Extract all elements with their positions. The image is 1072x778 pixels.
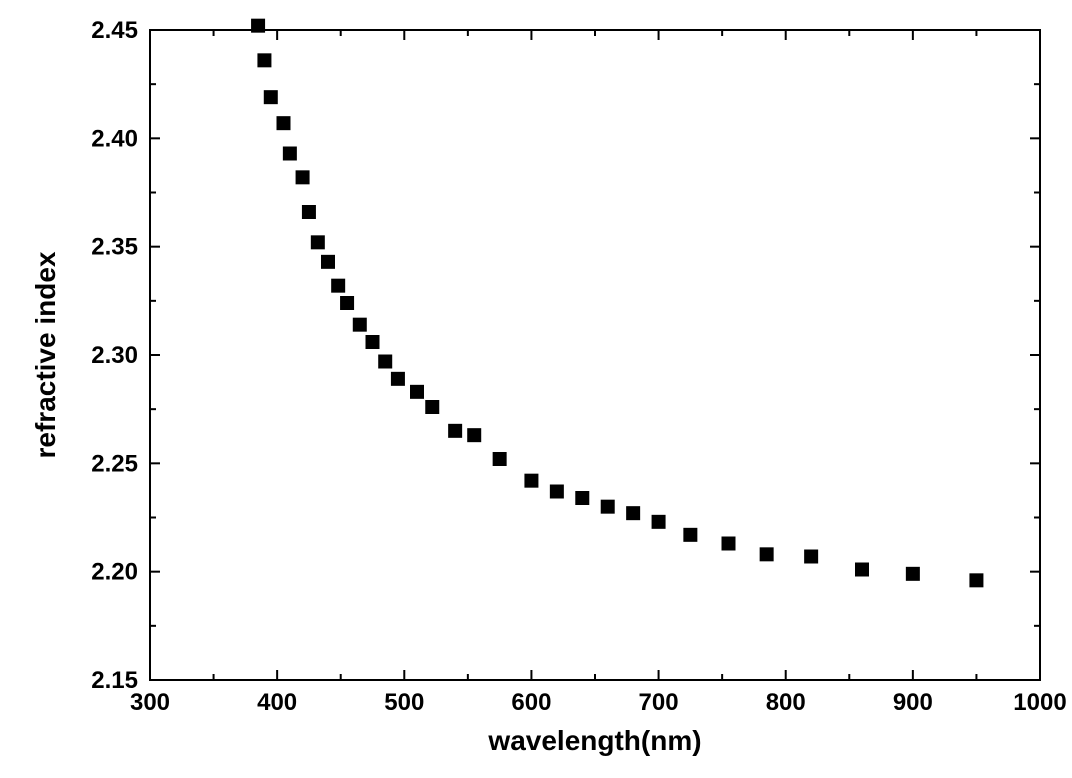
data-point xyxy=(652,515,666,529)
data-point xyxy=(626,506,640,520)
data-point xyxy=(601,500,615,514)
data-point xyxy=(760,547,774,561)
x-axis-label: wavelength(nm) xyxy=(487,725,701,756)
data-point xyxy=(296,170,310,184)
data-point xyxy=(391,372,405,386)
data-point xyxy=(425,400,439,414)
data-point xyxy=(493,452,507,466)
x-tick-label: 800 xyxy=(766,689,806,716)
y-tick-label: 2.30 xyxy=(91,342,138,369)
data-point xyxy=(302,205,316,219)
data-point xyxy=(340,296,354,310)
y-tick-label: 2.15 xyxy=(91,667,138,694)
x-tick-label: 900 xyxy=(893,689,933,716)
x-tick-label: 400 xyxy=(257,689,297,716)
y-tick-label: 2.20 xyxy=(91,559,138,586)
x-tick-label: 700 xyxy=(639,689,679,716)
data-point xyxy=(410,385,424,399)
y-tick-label: 2.35 xyxy=(91,234,138,261)
data-point xyxy=(683,528,697,542)
data-point xyxy=(353,318,367,332)
data-point xyxy=(804,550,818,564)
scatter-chart: 30040050060070080090010002.152.202.252.3… xyxy=(0,0,1072,778)
y-tick-label: 2.25 xyxy=(91,450,138,477)
data-point xyxy=(264,90,278,104)
data-point xyxy=(257,53,271,67)
data-point xyxy=(906,567,920,581)
x-tick-label: 1000 xyxy=(1013,689,1066,716)
data-point xyxy=(969,573,983,587)
data-point xyxy=(366,335,380,349)
y-tick-label: 2.45 xyxy=(91,17,138,44)
data-point xyxy=(311,235,325,249)
data-point xyxy=(467,428,481,442)
y-tick-label: 2.40 xyxy=(91,125,138,152)
chart-container: 30040050060070080090010002.152.202.252.3… xyxy=(0,0,1072,778)
data-point xyxy=(448,424,462,438)
data-point xyxy=(550,485,564,499)
data-point xyxy=(378,355,392,369)
data-point xyxy=(251,19,265,33)
y-axis-label: refractive index xyxy=(30,251,61,458)
data-point xyxy=(524,474,538,488)
data-point xyxy=(331,279,345,293)
data-point xyxy=(575,491,589,505)
data-point xyxy=(277,116,291,130)
data-point xyxy=(855,563,869,577)
data-point xyxy=(321,255,335,269)
data-point xyxy=(283,147,297,161)
data-point xyxy=(722,537,736,551)
x-tick-label: 500 xyxy=(384,689,424,716)
x-tick-label: 600 xyxy=(511,689,551,716)
